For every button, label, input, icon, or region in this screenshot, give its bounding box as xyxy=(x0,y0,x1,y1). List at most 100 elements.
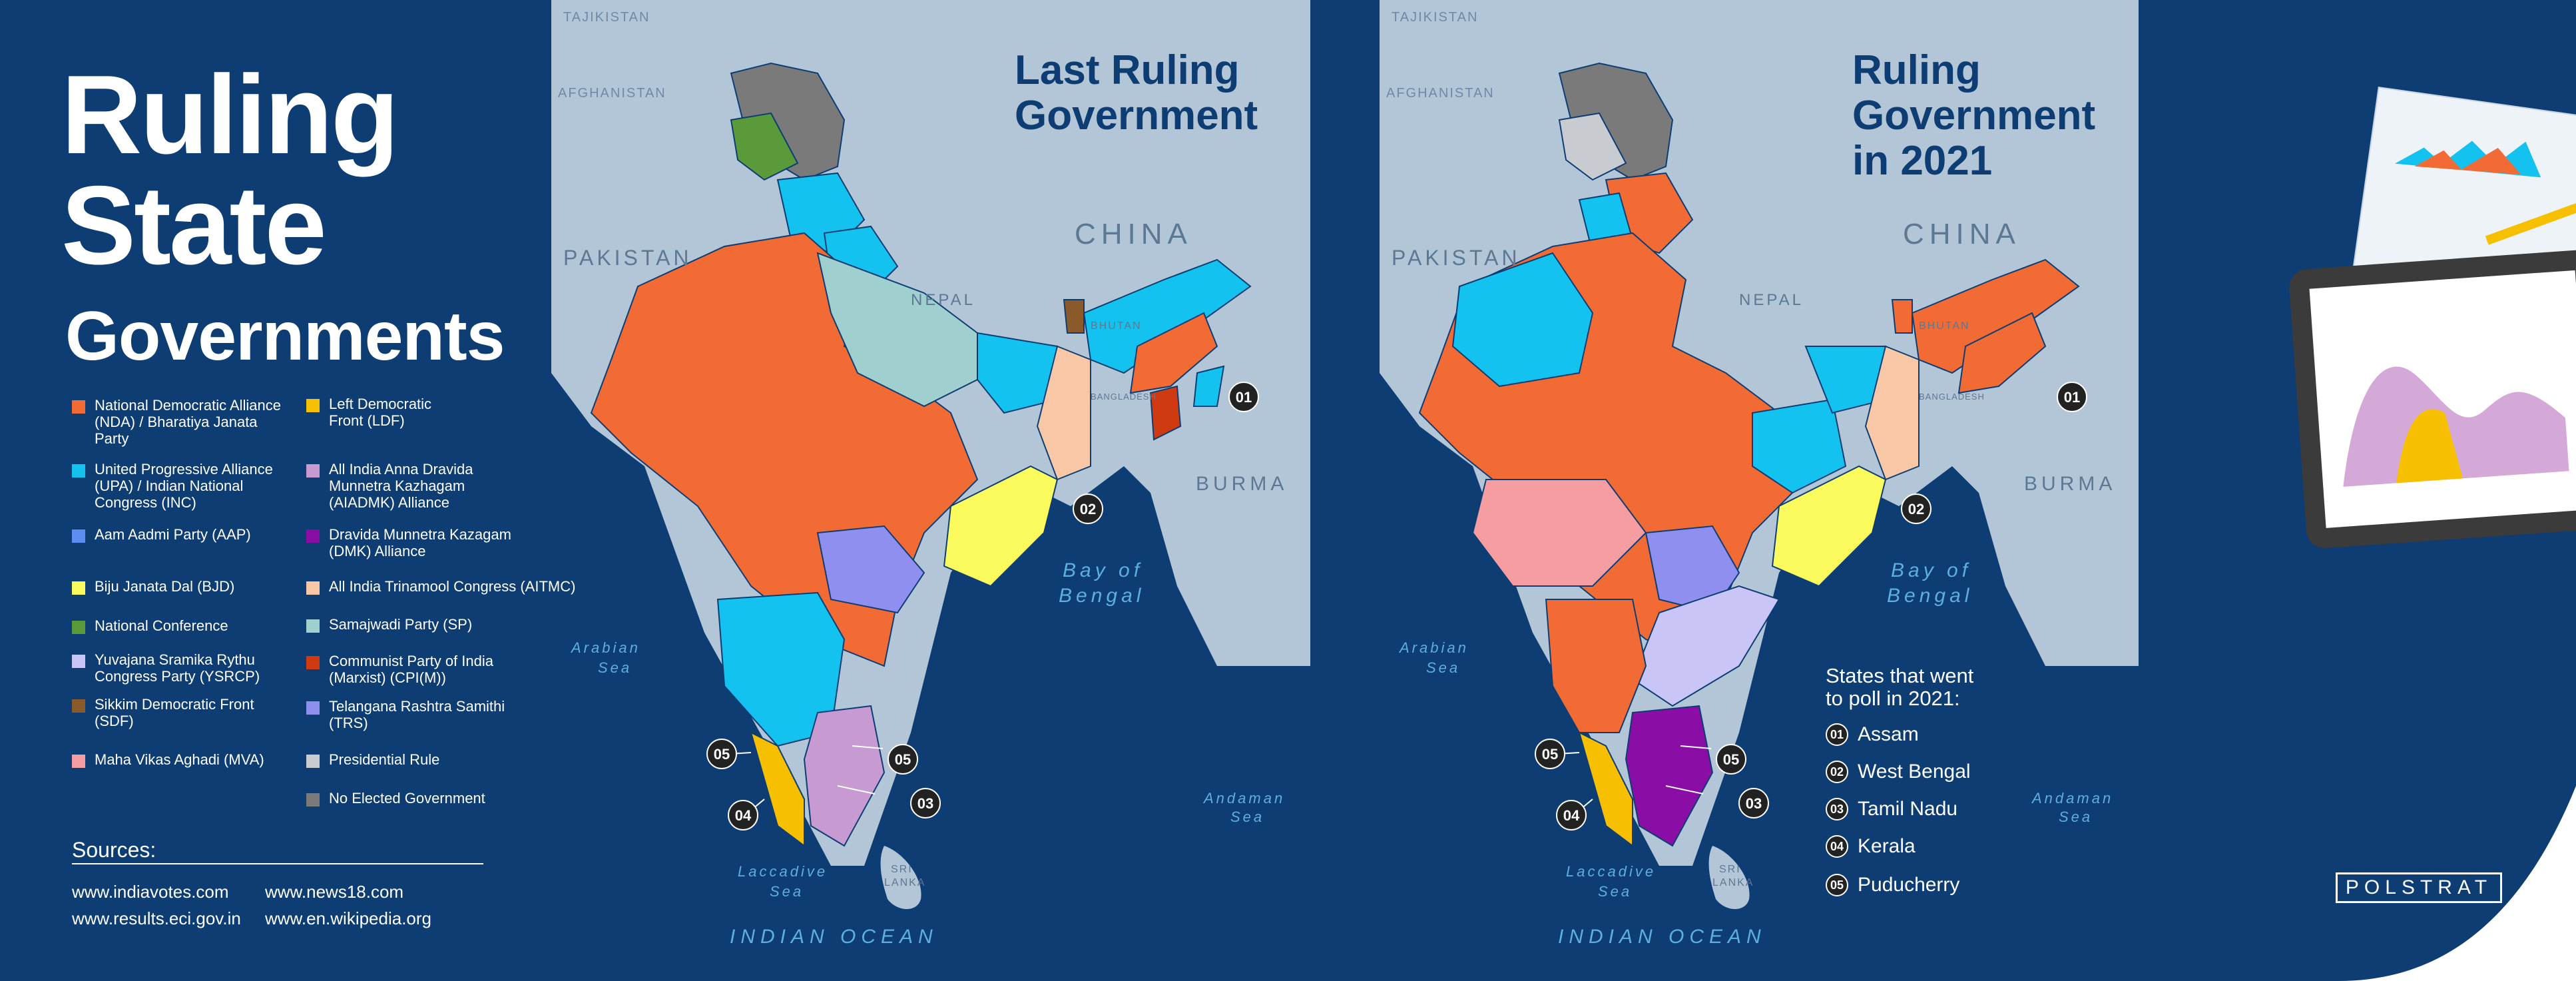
pencil xyxy=(2485,194,2576,245)
legend-swatch xyxy=(306,529,320,543)
legend-item-sdf: Sikkim Democratic Front (SDF) xyxy=(72,696,365,729)
legend-swatch xyxy=(306,619,320,633)
legend-item-dmk: Dravida Munnetra Kazagam (DMK) Alliance xyxy=(306,526,599,559)
label-bangladesh: BANGLADESH xyxy=(1919,392,1985,402)
legend-swatch xyxy=(72,581,85,595)
svg-text:05: 05 xyxy=(714,746,730,763)
legend-label: National Conference xyxy=(95,617,228,634)
label-laccadive-1: Laccadive xyxy=(738,863,828,880)
source-link[interactable]: www.indiavotes.com xyxy=(72,882,229,902)
legend-item-ysrcp: Yuvajana Sramika Rythu Congress Party (Y… xyxy=(72,651,365,685)
legend-item-upa: United Progressive Alliance (UPA) / Indi… xyxy=(72,461,365,511)
paper-chart-2 xyxy=(2414,147,2521,175)
source-link[interactable]: www.news18.com xyxy=(265,882,404,902)
legend-item-no-govt: No Elected Government xyxy=(306,790,599,807)
map-ruling-2021: TAJIKISTAN AFGHANISTAN PAKISTAN CHINA NE… xyxy=(1380,0,2139,948)
states-list-title-2: to poll in 2021: xyxy=(1826,687,1960,710)
map-left-title-2: Government xyxy=(1015,93,1258,139)
legend-item-presidential: Presidential Rule xyxy=(306,751,599,768)
legend-label: Samajwadi Party (SP) xyxy=(329,616,473,633)
region-assam xyxy=(1957,312,2047,394)
legend-label: Aam Aadmi Party (AAP) xyxy=(95,526,251,543)
legend-item-nda: National Democratic Alliance (NDA) / Bha… xyxy=(72,397,365,447)
region-tamil-nadu xyxy=(803,705,886,847)
state-name: Assam xyxy=(1858,723,1919,745)
svg-text:02: 02 xyxy=(1908,501,1924,517)
legend-swatch xyxy=(306,755,320,768)
legend-swatch xyxy=(306,581,320,595)
label-andaman-2: Sea xyxy=(2059,809,2093,825)
legend-label: Left Democratic Front (LDF) xyxy=(329,396,432,429)
svg-text:01: 01 xyxy=(1236,389,1252,406)
source-link[interactable]: www.en.wikipedia.org xyxy=(265,908,432,928)
tablet-chart xyxy=(2343,366,2569,487)
region-assam xyxy=(1129,312,1218,394)
region-jammu xyxy=(730,112,799,181)
region-kerala xyxy=(1578,731,1633,847)
legend-item-mva: Maha Vikas Aghadi (MVA) xyxy=(72,751,365,768)
region-chhattisgarh xyxy=(1752,398,1847,494)
number-badge: 01 xyxy=(1826,723,1848,746)
label-pakistan: PAKISTAN xyxy=(1392,246,1521,270)
label-bangladesh: BANGLADESH xyxy=(1091,392,1157,402)
marker-05b: 05 xyxy=(1716,744,1746,775)
map-right-title-2: Government xyxy=(1852,93,2096,139)
legend-swatch xyxy=(72,400,85,414)
map-right-title-1: Ruling xyxy=(1852,47,1981,93)
tablet-chart-2 xyxy=(2396,409,2463,484)
legend-swatch xyxy=(72,529,85,543)
state-list-item: 04 Kerala xyxy=(1826,835,1916,858)
label-andaman-1: Andaman xyxy=(2031,790,2113,807)
label-sri-2: LANKA xyxy=(1712,877,1754,888)
decorative-illustration xyxy=(2289,87,2576,981)
svg-text:03: 03 xyxy=(1746,795,1762,812)
number-badge: 02 xyxy=(1826,761,1848,783)
label-arabian-2: Sea xyxy=(1426,659,1460,676)
sri-lanka xyxy=(880,846,921,909)
number-badge: 03 xyxy=(1826,798,1848,820)
legend-item-aap: Aam Aadmi Party (AAP) xyxy=(72,526,365,543)
svg-text:05: 05 xyxy=(1723,751,1739,768)
label-andaman-1: Andaman xyxy=(1202,790,1285,807)
label-arabian-1: Arabian xyxy=(1398,639,1469,656)
region-kerala xyxy=(750,731,805,847)
svg-text:02: 02 xyxy=(1080,501,1096,517)
label-nepal: NEPAL xyxy=(911,291,975,309)
label-china: CHINA xyxy=(1075,218,1192,250)
legend-item-ldf: Left Democratic Front (LDF) xyxy=(306,396,599,429)
marker-03: 03 xyxy=(910,788,941,818)
region-jammu xyxy=(1558,112,1627,181)
label-burma: BURMA xyxy=(1196,473,1288,495)
marker-01: 01 xyxy=(1228,382,1259,412)
region-maharashtra xyxy=(1471,479,1647,587)
state-list-item: 02 West Bengal xyxy=(1826,761,1971,783)
label-bhutan: BHUTAN xyxy=(1919,320,1970,332)
legend-item-aiadmk: All India Anna Dravida Munnetra Kazhagam… xyxy=(306,461,599,511)
sri-lanka xyxy=(1708,846,1750,909)
label-tajikistan: TAJIKISTAN xyxy=(563,10,650,25)
legend-label: All India Anna Dravida Munnetra Kazhagam… xyxy=(329,461,473,511)
marker-02: 02 xyxy=(1901,493,1932,524)
legend-item-trs: Telangana Rashtra Samithi (TRS) xyxy=(306,698,599,731)
label-bay-1: Bay of xyxy=(1063,559,1143,581)
region-up xyxy=(816,252,978,408)
label-laccadive-2: Sea xyxy=(1598,883,1632,900)
map-right-title-3: in 2021 xyxy=(1852,138,1993,184)
label-burma: BURMA xyxy=(2024,473,2116,495)
legend-label: United Progressive Alliance (UPA) / Indi… xyxy=(95,461,273,511)
legend-item-cpim: Communist Party of India (Marxist) (CPI(… xyxy=(306,653,599,686)
source-link[interactable]: www.results.eci.gov.in xyxy=(72,908,241,928)
label-tajikistan: TAJIKISTAN xyxy=(1392,10,1478,25)
svg-text:04: 04 xyxy=(735,807,752,824)
state-list-item: 05 Puducherry xyxy=(1826,874,1959,896)
number-badge: 04 xyxy=(1826,835,1848,858)
svg-text:03: 03 xyxy=(917,795,933,812)
state-list-item: 01 Assam xyxy=(1826,723,1919,746)
legend-swatch xyxy=(306,656,320,669)
legend-label: Presidential Rule xyxy=(329,751,440,768)
region-jharkhand xyxy=(977,332,1058,414)
label-sri-1: SRI xyxy=(1719,864,1741,875)
region-rajasthan xyxy=(1451,252,1594,388)
marker-04: 04 xyxy=(728,800,758,830)
legend-swatch xyxy=(72,655,85,668)
